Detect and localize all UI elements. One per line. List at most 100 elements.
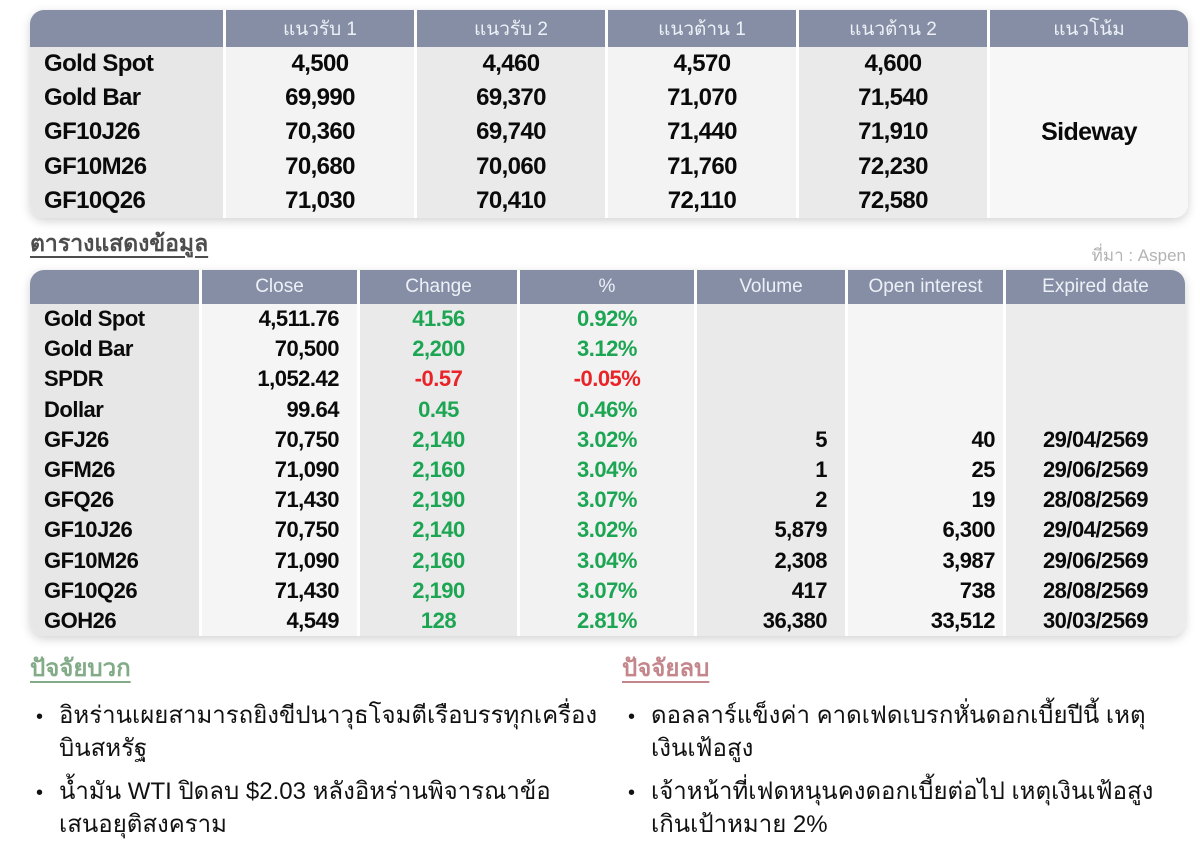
data-cell: -0.57 xyxy=(360,364,520,395)
data-cell: 29/06/2569 xyxy=(1006,545,1185,576)
bullet-icon: • xyxy=(36,782,44,805)
data-cell: 2,140 xyxy=(360,515,520,546)
levels-table: แนวรับ 1 แนวรับ 2 แนวต้าน 1 แนวต้าน 2 แน… xyxy=(30,10,1188,218)
levels-cell: GF10J26 xyxy=(30,115,226,150)
data-cell: 71,090 xyxy=(202,545,360,576)
data-header-change: Change xyxy=(360,270,520,304)
data-cell: 2,160 xyxy=(360,545,520,576)
data-cell: 30/03/2569 xyxy=(1006,605,1185,637)
levels-cell: GF10M26 xyxy=(30,149,226,184)
negative-factors: ปัจจัยลบ • ดอลลาร์แข็งค่า คาดเฟดเบรกหั่น… xyxy=(622,648,1188,851)
levels-cell: 70,680 xyxy=(226,149,417,184)
data-cell: GFQ26 xyxy=(30,485,202,516)
data-cell: 99.64 xyxy=(202,394,360,425)
data-cell: 1 xyxy=(697,454,848,486)
data-cell: 29/04/2569 xyxy=(1006,424,1185,455)
levels-cell: 72,230 xyxy=(799,149,990,184)
data-cell: 3.04% xyxy=(520,454,697,486)
data-cell: 5,879 xyxy=(697,515,848,546)
data-cell: Dollar xyxy=(30,394,202,425)
levels-cell: 71,440 xyxy=(608,115,799,150)
data-cell: 2 xyxy=(697,485,848,516)
data-cell: 2,190 xyxy=(360,575,520,606)
bullet-icon: • xyxy=(628,782,636,805)
data-cell: 25 xyxy=(848,454,1006,486)
data-header-percent: % xyxy=(520,270,697,304)
data-cell: GFM26 xyxy=(30,454,202,486)
data-cell xyxy=(1006,394,1185,425)
data-cell: GF10M26 xyxy=(30,545,202,576)
data-cell: 417 xyxy=(697,575,848,606)
levels-cell: 71,030 xyxy=(226,183,417,218)
trend-value: Sideway xyxy=(990,47,1188,218)
data-cell: 1,052.42 xyxy=(202,364,360,395)
data-cell: Gold Spot xyxy=(30,304,202,335)
data-cell: GOH26 xyxy=(30,605,202,637)
data-cell xyxy=(697,364,848,395)
levels-header-support2: แนวรับ 2 xyxy=(417,10,608,47)
data-cell: 40 xyxy=(848,424,1006,455)
data-cell: 3.07% xyxy=(520,485,697,516)
data-header-expired-date: Expired date xyxy=(1006,270,1185,304)
levels-cell: Gold Bar xyxy=(30,81,226,116)
data-cell: 3.02% xyxy=(520,515,697,546)
data-cell: 128 xyxy=(360,605,520,637)
levels-cell: 71,540 xyxy=(799,81,990,116)
levels-cell: 70,060 xyxy=(417,149,608,184)
negative-factor-text: ดอลลาร์แข็งค่า คาดเฟดเบรกหั่นดอกเบี้ยปีน… xyxy=(651,702,1146,763)
data-cell: 3.04% xyxy=(520,545,697,576)
levels-cell: GF10Q26 xyxy=(30,183,226,218)
list-item: • เจ้าหน้าที่เฟดหนุนคงดอกเบี้ยต่อไป เหตุ… xyxy=(622,775,1188,841)
bullet-icon: • xyxy=(628,706,636,728)
data-cell: 2,308 xyxy=(697,545,848,576)
data-header-volume: Volume xyxy=(697,270,848,304)
data-header-blank xyxy=(30,270,202,304)
data-section-title: ตารางแสดงข้อมูล xyxy=(30,230,209,256)
bullet-icon: • xyxy=(36,706,44,728)
levels-grid: แนวรับ 1 แนวรับ 2 แนวต้าน 1 แนวต้าน 2 แน… xyxy=(30,10,1188,218)
data-cell: 28/08/2569 xyxy=(1006,575,1185,606)
data-cell xyxy=(1006,364,1185,395)
data-cell: 4,549 xyxy=(202,605,360,637)
data-cell: 70,750 xyxy=(202,424,360,455)
levels-cell: Gold Spot xyxy=(30,47,226,82)
data-grid: Close Change % Volume Open interest Expi… xyxy=(30,270,1185,637)
data-cell: 0.45 xyxy=(360,394,520,425)
data-cell: 29/04/2569 xyxy=(1006,515,1185,546)
levels-header-resistance1: แนวต้าน 1 xyxy=(608,10,799,47)
data-cell: SPDR xyxy=(30,364,202,395)
data-cell xyxy=(697,334,848,365)
levels-cell: 4,460 xyxy=(417,47,608,82)
data-cell xyxy=(848,334,1006,365)
data-header-open-interest: Open interest xyxy=(848,270,1006,304)
list-item: • ดอลลาร์แข็งค่า คาดเฟดเบรกหั่นดอกเบี้ยป… xyxy=(622,699,1188,765)
data-cell: 71,090 xyxy=(202,454,360,486)
levels-cell: 71,910 xyxy=(799,115,990,150)
data-cell xyxy=(848,364,1006,395)
negative-factor-text: เจ้าหน้าที่เฟดหนุนคงดอกเบี้ยต่อไป เหตุเง… xyxy=(651,778,1154,839)
levels-cell: 70,360 xyxy=(226,115,417,150)
data-cell xyxy=(697,304,848,335)
source-note: ที่มา : Aspen xyxy=(1091,246,1186,265)
data-cell: GF10Q26 xyxy=(30,575,202,606)
data-cell: Gold Bar xyxy=(30,334,202,365)
data-cell: GF10J26 xyxy=(30,515,202,546)
data-cell: 2,160 xyxy=(360,454,520,486)
data-cell: -0.05% xyxy=(520,364,697,395)
levels-header-trend: แนวโน้ม xyxy=(990,10,1188,47)
levels-cell: 71,760 xyxy=(608,149,799,184)
data-cell xyxy=(848,394,1006,425)
levels-cell: 72,580 xyxy=(799,183,990,218)
data-cell: 3.12% xyxy=(520,334,697,365)
data-cell: 6,300 xyxy=(848,515,1006,546)
data-cell: 36,380 xyxy=(697,605,848,637)
data-cell: 33,512 xyxy=(848,605,1006,637)
data-cell xyxy=(848,304,1006,335)
list-item: • อิหร่านเผยสามารถยิงขีปนาวุธโจมตีเรือบร… xyxy=(30,699,602,765)
negative-factors-title: ปัจจัยลบ xyxy=(622,655,710,682)
levels-cell: 70,410 xyxy=(417,183,608,218)
levels-cell: 71,070 xyxy=(608,81,799,116)
data-cell: 4,511.76 xyxy=(202,304,360,335)
data-cell: 2,190 xyxy=(360,485,520,516)
